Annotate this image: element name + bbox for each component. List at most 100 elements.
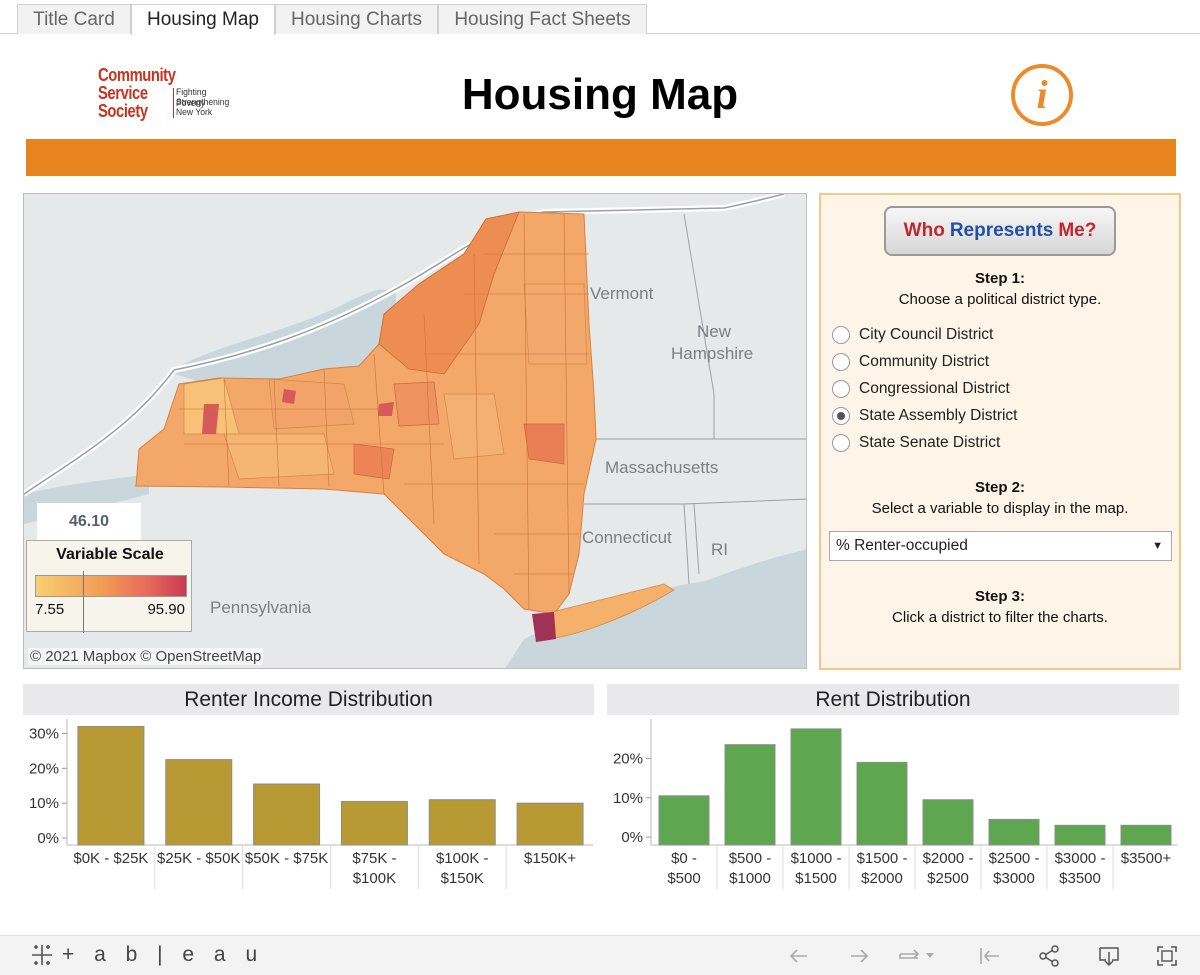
tableau-wordmark: + a b | e a u bbox=[62, 943, 265, 966]
radio-state-assembly-district[interactable]: State Assembly District bbox=[832, 405, 1018, 427]
logo-line-2: Service bbox=[98, 83, 148, 103]
x-tick-label: $75K - bbox=[352, 850, 396, 867]
radio-button[interactable] bbox=[832, 326, 850, 344]
bar[interactable] bbox=[790, 728, 842, 846]
label-new-hampshire-1: New bbox=[697, 322, 732, 341]
tab-housing-fact-sheets[interactable]: Housing Fact Sheets bbox=[438, 4, 647, 34]
bar[interactable] bbox=[516, 802, 584, 846]
pause-icon[interactable] bbox=[976, 943, 1002, 969]
who-represents-me-button[interactable]: Who Represents Me? bbox=[884, 206, 1116, 256]
x-tick-label: $3500+ bbox=[1121, 850, 1172, 867]
legend-title: Variable Scale bbox=[56, 546, 164, 563]
tab-housing-charts[interactable]: Housing Charts bbox=[275, 4, 438, 34]
x-tick-label: $100K bbox=[353, 870, 396, 887]
renter-income-chart-title: Renter Income Distribution bbox=[23, 684, 594, 715]
radio-button[interactable] bbox=[832, 380, 850, 398]
page-title: Housing Map bbox=[461, 70, 739, 119]
rent-distribution-chart[interactable]: 0% 10% 20% $0 - $500 $500 - $1000 $1000 - $1500 $… bbox=[607, 715, 1179, 895]
map-attribution[interactable]: © 2021 Mapbox © OpenStreetMap bbox=[28, 648, 264, 665]
rent-distribution-chart-title: Rent Distribution bbox=[607, 684, 1179, 715]
x-tick-label: $100K - bbox=[436, 850, 489, 867]
logo-line-1: Community bbox=[98, 65, 176, 85]
undo-icon[interactable] bbox=[786, 943, 812, 969]
y-tick-label: 20% bbox=[613, 750, 643, 767]
x-tick-label: $500 - bbox=[729, 850, 772, 867]
y-tick-label: 30% bbox=[29, 725, 59, 742]
label-vermont: Vermont bbox=[590, 284, 654, 303]
x-tick-label: $1000 - bbox=[791, 850, 842, 867]
legend-marker bbox=[83, 571, 84, 633]
x-tick-label: $2000 - bbox=[923, 850, 974, 867]
bar[interactable] bbox=[77, 725, 145, 846]
tab-title-card[interactable]: Title Card bbox=[17, 4, 131, 34]
district-map[interactable]: Vermont New Hampshire Massachusetts Conn… bbox=[23, 193, 807, 669]
bar[interactable] bbox=[340, 800, 408, 846]
logo-line-3: Society bbox=[98, 101, 148, 121]
chevron-down-icon: ▼ bbox=[1152, 540, 1163, 552]
download-icon[interactable] bbox=[1096, 943, 1122, 969]
y-tick-label: 10% bbox=[613, 790, 643, 807]
bar[interactable] bbox=[1120, 824, 1172, 846]
radio-congressional-district[interactable]: Congressional District bbox=[832, 378, 1010, 400]
y-tick-label: 0% bbox=[621, 829, 643, 846]
x-tick-label: $0K - $25K bbox=[73, 850, 148, 867]
variable-scale-legend: Variable Scale 7.55 95.90 bbox=[26, 540, 192, 633]
logo-tagline-1: Fighting Poverty bbox=[176, 87, 207, 109]
radio-button[interactable] bbox=[832, 434, 850, 452]
bar[interactable] bbox=[253, 783, 321, 846]
wrm-word-3: Me? bbox=[1058, 220, 1097, 241]
radio-label: Community District bbox=[859, 353, 990, 370]
variable-select[interactable]: % Renter-occupied ▼ bbox=[829, 531, 1172, 561]
bar[interactable] bbox=[1054, 824, 1106, 846]
step3-heading: Step 3: bbox=[974, 588, 1025, 605]
css-logo: Community Service Society Fighting Pover… bbox=[98, 66, 238, 124]
x-tick-label: $2500 bbox=[927, 870, 969, 887]
revert-icon[interactable] bbox=[896, 943, 936, 969]
radio-label: State Assembly District bbox=[859, 407, 1018, 424]
y-tick-label: 20% bbox=[29, 760, 59, 777]
x-tick-label: $3000 - bbox=[1055, 850, 1106, 867]
radio-community-district[interactable]: Community District bbox=[832, 351, 989, 373]
step1-heading: Step 1: bbox=[974, 270, 1025, 287]
x-tick-label: $150K+ bbox=[524, 850, 576, 867]
bar[interactable] bbox=[428, 799, 496, 846]
bar[interactable] bbox=[165, 759, 233, 846]
tableau-logo[interactable]: + a b | e a u bbox=[30, 943, 264, 967]
header-accent-bar bbox=[26, 139, 1176, 176]
wrm-word-1: Who bbox=[903, 220, 945, 241]
logo-tagline-3: New York bbox=[176, 107, 213, 118]
y-tick-label: 0% bbox=[37, 830, 59, 847]
radio-state-senate-district[interactable]: State Senate District bbox=[832, 432, 1000, 454]
legend-min: 7.55 bbox=[35, 601, 65, 618]
tableau-mark-icon bbox=[32, 945, 52, 965]
radio-button[interactable] bbox=[832, 353, 850, 371]
tab-housing-map[interactable]: Housing Map bbox=[131, 4, 275, 35]
redo-icon[interactable] bbox=[846, 943, 872, 969]
radio-city-council[interactable]: City Council District bbox=[832, 324, 993, 346]
selected-value-tooltip: 46.10 bbox=[37, 503, 141, 541]
bar[interactable] bbox=[658, 795, 710, 846]
info-icon[interactable]: i bbox=[1011, 64, 1073, 126]
fullscreen-icon[interactable] bbox=[1154, 943, 1180, 969]
label-ri: RI bbox=[711, 540, 728, 559]
share-icon[interactable] bbox=[1036, 943, 1062, 969]
label-pennsylvania: Pennsylvania bbox=[210, 598, 312, 617]
x-tick-label: $500 bbox=[667, 870, 700, 887]
renter-income-chart[interactable]: 0% 10% 20% 30% $0K - $25K $25K - $50K $50K - $… bbox=[23, 715, 594, 895]
bar[interactable] bbox=[988, 818, 1040, 846]
step2-text: Select a variable to display in the map. bbox=[871, 500, 1129, 517]
x-tick-label: $3500 bbox=[1059, 870, 1101, 887]
bar[interactable] bbox=[856, 761, 908, 846]
variable-select-value: % Renter-occupied bbox=[836, 537, 968, 554]
tab-bar: Title Card Housing Map Housing Charts Ho… bbox=[0, 0, 1200, 35]
bar[interactable] bbox=[922, 799, 974, 846]
radio-button-selected[interactable] bbox=[832, 407, 850, 425]
step2-heading: Step 2: bbox=[974, 479, 1025, 496]
map-canvas[interactable] bbox=[24, 194, 807, 669]
x-tick-label: $1000 bbox=[729, 870, 771, 887]
bar[interactable] bbox=[724, 744, 776, 846]
x-tick-label: $0 - bbox=[671, 850, 697, 867]
radio-label: City Council District bbox=[859, 326, 994, 343]
label-new-hampshire-2: Hampshire bbox=[671, 344, 754, 363]
